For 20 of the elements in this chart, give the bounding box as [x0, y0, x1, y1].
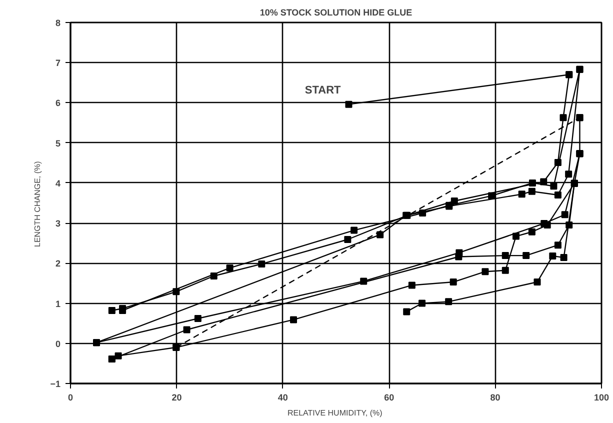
y-tick-label: 6 [55, 98, 61, 108]
x-tick-label: 20 [172, 392, 182, 402]
y-tick-label: 8 [55, 18, 61, 28]
y-axis-title: LENGTH CHANGE, (%) [33, 160, 42, 248]
x-tick-label: 0 [68, 392, 74, 402]
x-tick-label: 80 [490, 392, 500, 402]
chart-title: 10% STOCK SOLUTION HIDE GLUE [260, 8, 412, 18]
y-tick-label: 0 [55, 338, 61, 349]
annotation: START [304, 84, 342, 96]
x-axis-title: RELATIVE HUMIDITY, (%) [287, 408, 383, 418]
y-tick-label: 5 [55, 138, 61, 148]
x-tick-label: 40 [278, 392, 288, 402]
y-tick-label: −1 [50, 379, 61, 389]
x-tick-label: 100 [594, 392, 610, 402]
y-tick-label: 7 [55, 58, 61, 68]
y-tick-label: 4 [55, 178, 61, 188]
y-tick-label: 2 [55, 258, 61, 269]
y-tick-label: 1 [55, 298, 61, 309]
x-tick-label: 60 [384, 392, 394, 402]
y-tick-label: 3 [55, 218, 61, 229]
